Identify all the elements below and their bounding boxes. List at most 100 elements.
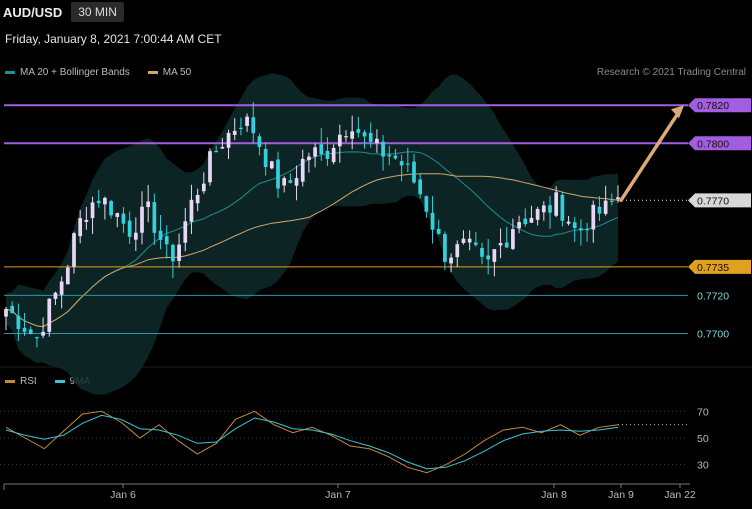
title-bar: AUD/USD 30 MIN — [0, 0, 124, 24]
candle-body — [78, 218, 83, 237]
rsi-tick-70: 70 — [697, 406, 709, 418]
candle-body — [405, 163, 410, 165]
candle-body — [146, 201, 151, 208]
candle-body — [195, 194, 200, 204]
candle-body — [294, 178, 299, 186]
candle-body — [214, 150, 219, 153]
candle-body — [208, 151, 212, 183]
candle-body — [282, 178, 287, 186]
candle-body — [288, 180, 293, 183]
level-tag-0.7820 — [688, 98, 751, 113]
candle-body — [436, 228, 441, 234]
candle-body — [344, 136, 348, 138]
axis-layer: Jan 6 Jan 7 Jan 8 Jan 9 Jan 22 — [3, 483, 696, 501]
candle-body — [387, 154, 392, 157]
legend-swatch — [54, 380, 65, 383]
candle-body — [220, 146, 225, 149]
candle-body — [183, 221, 188, 243]
candle-body — [362, 132, 367, 137]
candle-body — [585, 229, 589, 231]
main-legend: MA 20 + Bollinger Bands MA 50 — [5, 67, 209, 78]
candle-body — [164, 236, 169, 245]
candle-body — [65, 267, 70, 285]
target-arrow-head — [671, 105, 684, 119]
candle-body — [381, 141, 385, 157]
candle-body — [541, 205, 546, 213]
candle-body — [269, 161, 274, 169]
candle-body — [263, 148, 268, 168]
candle-body — [201, 183, 206, 192]
candle-body — [325, 150, 330, 159]
candle-body — [368, 132, 373, 142]
time-tick-label: Jan 7 — [325, 489, 351, 501]
candle-body — [393, 155, 398, 159]
candle-body — [313, 147, 317, 157]
candles-layer — [4, 101, 684, 348]
candle-body — [449, 257, 453, 264]
candle-body — [609, 200, 614, 202]
candle-body — [517, 222, 521, 229]
candle-body — [579, 228, 583, 231]
candle-body — [115, 213, 120, 217]
legend-item-rsi: RSI — [5, 376, 37, 387]
candle-body — [140, 206, 144, 233]
candle-body — [59, 281, 64, 295]
candle-body — [603, 200, 608, 214]
candle-body — [467, 238, 472, 243]
candle-body — [572, 222, 577, 228]
target-arrow-shaft — [619, 108, 682, 203]
candle-body — [591, 204, 596, 230]
candle-body — [47, 298, 52, 332]
candle-body — [331, 147, 336, 163]
candle-body — [127, 220, 132, 237]
candle-body — [152, 202, 157, 233]
levels-layer: 0.7820 0.7800 0.7770 0.7735 0.7720 0.7700 — [4, 98, 751, 340]
candle-body — [245, 116, 249, 126]
candle-body — [90, 202, 95, 219]
candle-body — [424, 196, 429, 212]
candle-body — [121, 213, 126, 224]
candle-body — [232, 130, 237, 135]
candle-body — [84, 219, 89, 222]
level-tag-0.7735 — [688, 259, 751, 274]
candle-body — [412, 161, 416, 183]
level-tag-0.7770 — [688, 193, 751, 208]
candle-body — [554, 192, 559, 216]
level-label-0.7720: 0.7720 — [697, 290, 729, 302]
candle-body — [350, 131, 355, 139]
rsi-tick-50: 50 — [697, 433, 709, 445]
candle-body — [300, 158, 305, 182]
candle-body — [171, 244, 175, 262]
candle-body — [103, 197, 107, 205]
candle-body — [492, 249, 497, 262]
candle-body — [337, 134, 342, 147]
candle-body — [375, 138, 379, 144]
candle-body — [529, 217, 534, 223]
candle-body — [10, 305, 15, 314]
timeframe-badge[interactable]: 30 MIN — [71, 2, 124, 22]
candle-body — [16, 315, 21, 330]
candle-body — [560, 194, 565, 221]
candle-body — [28, 329, 33, 334]
candle-body — [486, 255, 491, 260]
candle-body — [72, 233, 76, 267]
legend-item-ma20: MA 20 + Bollinger Bands — [5, 67, 130, 78]
candle-body — [226, 132, 231, 148]
candle-body — [430, 212, 435, 230]
candle-body — [41, 331, 45, 336]
rsi-series-9ma — [5, 414, 619, 470]
rsi-tick-30: 30 — [697, 460, 709, 472]
candle-body — [177, 244, 181, 261]
legend-label: RSI — [20, 376, 37, 387]
candle-body — [443, 234, 447, 262]
time-tick-label: Jan 6 — [110, 489, 136, 501]
candle-body — [251, 117, 256, 134]
bollinger-layer — [5, 73, 619, 395]
legend-label: MA 20 + Bollinger Bands — [20, 67, 130, 78]
research-credit: Research © 2021 Trading Central — [596, 67, 746, 78]
candle-body — [319, 144, 324, 155]
candle-body — [257, 136, 262, 148]
candle-body — [158, 230, 163, 240]
level-tag-0.7800 — [688, 136, 751, 151]
